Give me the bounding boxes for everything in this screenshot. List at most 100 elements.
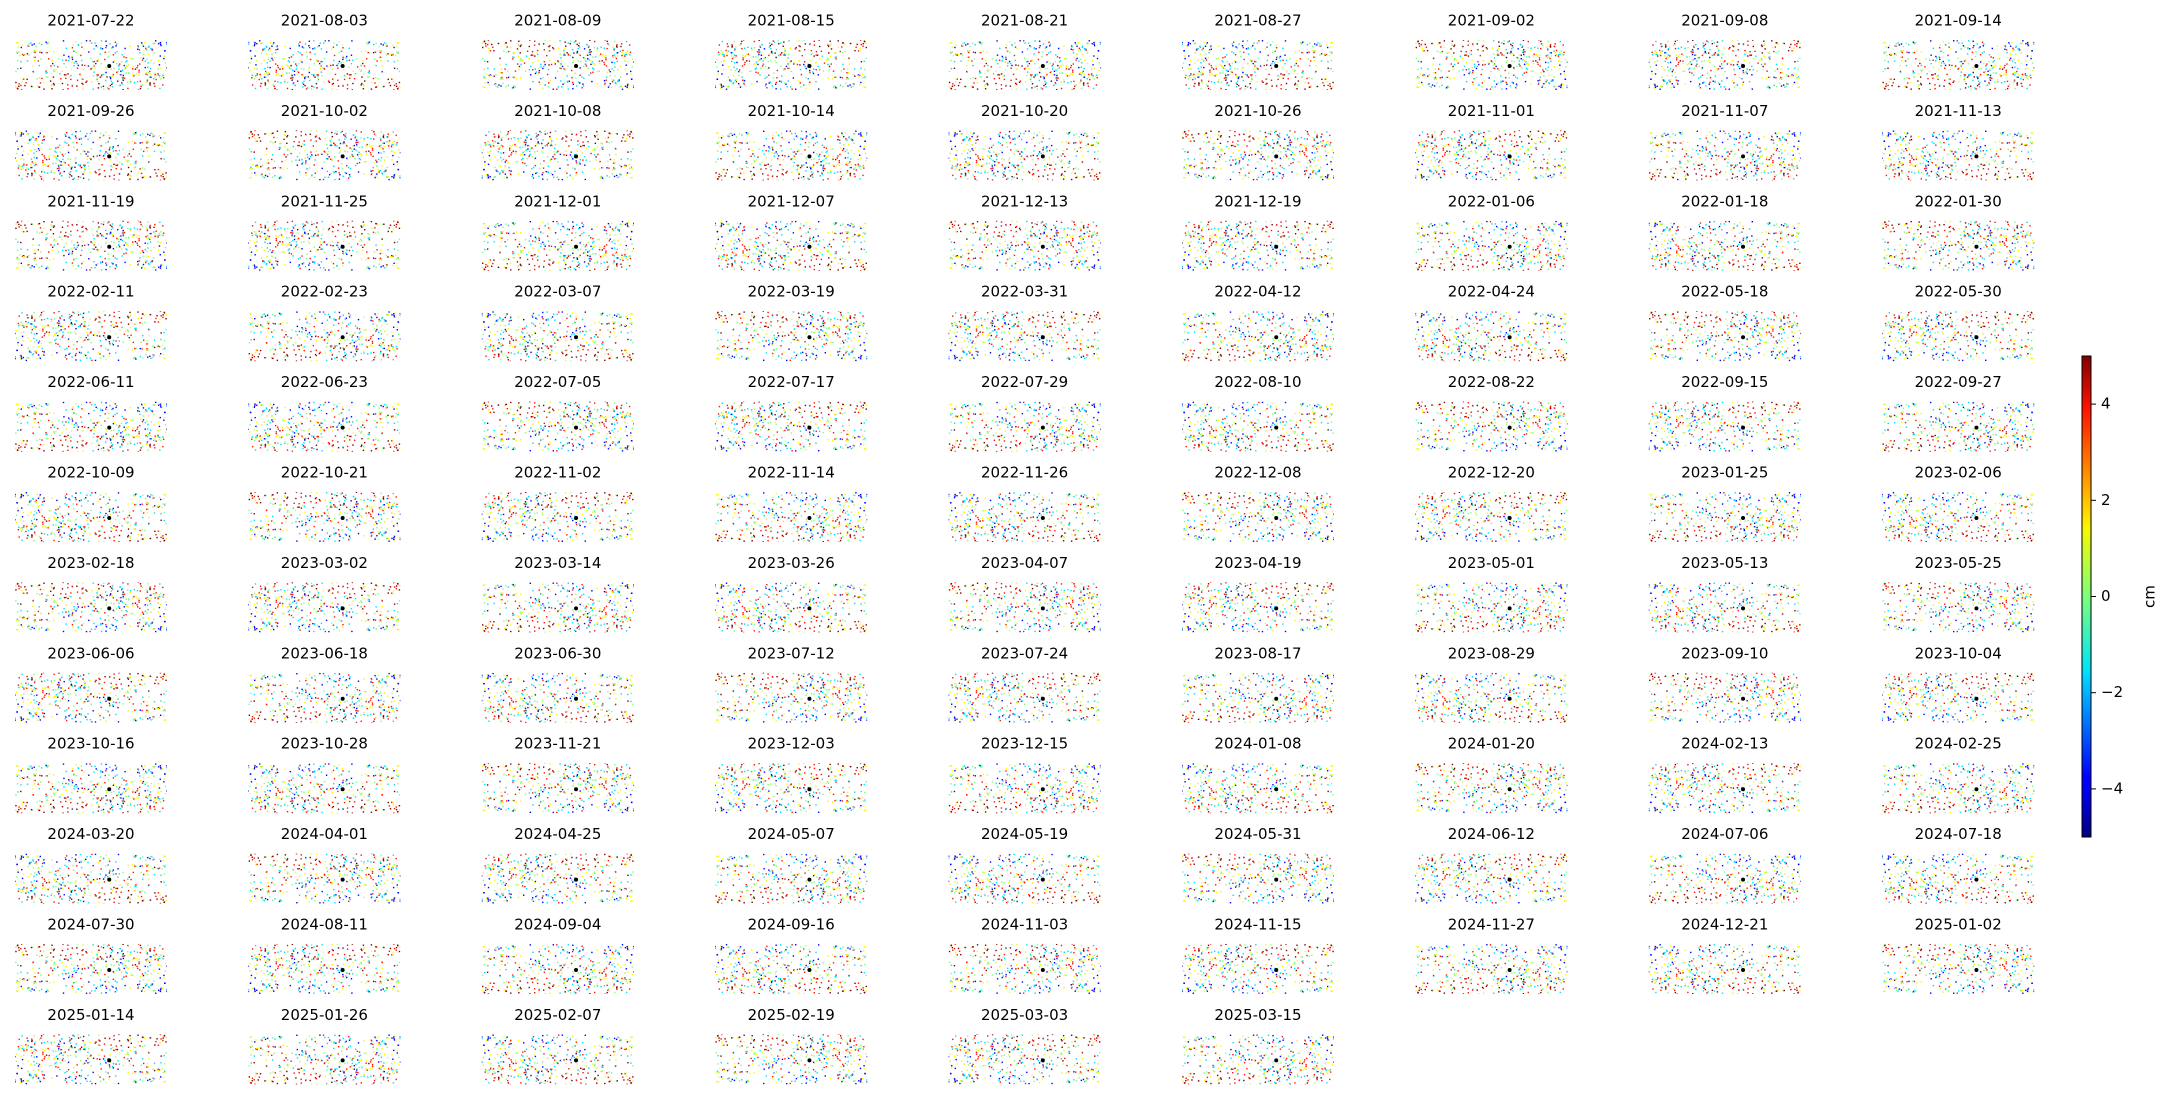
panel-title: 2022-11-02 bbox=[514, 464, 601, 482]
reference-point bbox=[1974, 606, 1979, 611]
reference-point bbox=[1040, 1058, 1045, 1063]
reference-point bbox=[107, 787, 112, 792]
reference-point bbox=[340, 154, 345, 159]
reference-point bbox=[1274, 606, 1279, 611]
displacement-map bbox=[715, 672, 868, 723]
reference-point bbox=[1741, 64, 1746, 68]
displacement-map bbox=[1648, 401, 1801, 452]
displacement-map bbox=[248, 401, 401, 452]
reference-point bbox=[340, 968, 345, 972]
displacement-map bbox=[1648, 582, 1801, 633]
reference-point bbox=[340, 787, 345, 792]
displacement-map bbox=[948, 492, 1101, 542]
displacement-map bbox=[248, 763, 401, 814]
reference-point bbox=[107, 968, 112, 972]
panel-title: 2024-02-13 bbox=[1681, 735, 1768, 753]
reference-point bbox=[1741, 244, 1746, 249]
reference-point bbox=[807, 606, 812, 611]
displacement-map bbox=[948, 1034, 1101, 1085]
displacement-map bbox=[15, 672, 167, 723]
displacement-map bbox=[1648, 672, 1801, 723]
displacement-map bbox=[1882, 220, 2035, 271]
panel-title: 2023-11-21 bbox=[514, 735, 601, 753]
reference-point bbox=[574, 877, 579, 882]
panel-title: 2022-05-18 bbox=[1681, 283, 1768, 301]
displacement-map bbox=[1182, 401, 1334, 452]
reference-point bbox=[1507, 606, 1512, 611]
reference-point bbox=[1274, 335, 1279, 340]
panel-title: 2024-07-18 bbox=[1915, 825, 2002, 843]
displacement-map bbox=[481, 853, 634, 904]
displacement-map bbox=[1882, 401, 2035, 452]
panel-title: 2023-10-04 bbox=[1915, 644, 2002, 662]
displacement-map bbox=[1882, 130, 2035, 181]
panel-title: 2022-07-29 bbox=[981, 373, 1068, 391]
panel-title: 2023-07-24 bbox=[981, 644, 1068, 662]
reference-point bbox=[1974, 425, 1979, 430]
displacement-map bbox=[1415, 672, 1568, 723]
displacement-map bbox=[1415, 763, 1568, 814]
reference-point bbox=[1741, 877, 1746, 882]
panel-title: 2021-09-26 bbox=[47, 102, 134, 120]
displacement-map bbox=[715, 40, 868, 90]
panel-title: 2022-08-22 bbox=[1448, 373, 1535, 391]
panel-title: 2022-06-11 bbox=[47, 373, 134, 391]
displacement-map bbox=[1882, 311, 2035, 362]
panel-title: 2021-11-07 bbox=[1681, 102, 1768, 120]
displacement-map bbox=[481, 763, 634, 814]
displacement-map bbox=[481, 1034, 634, 1085]
reference-point bbox=[574, 606, 579, 611]
panel-title: 2021-11-25 bbox=[281, 192, 368, 210]
panel-title: 2023-03-26 bbox=[748, 554, 835, 572]
panel-title: 2021-09-02 bbox=[1448, 12, 1535, 30]
displacement-map bbox=[481, 944, 634, 994]
displacement-map bbox=[1415, 944, 1568, 994]
displacement-map bbox=[248, 944, 401, 994]
panel-title: 2021-08-21 bbox=[981, 12, 1068, 30]
displacement-map bbox=[248, 1034, 401, 1085]
panel-title: 2024-05-31 bbox=[1214, 825, 1301, 843]
displacement-map bbox=[481, 220, 634, 271]
panel-title: 2024-07-06 bbox=[1681, 825, 1768, 843]
panel-title: 2022-03-31 bbox=[981, 283, 1068, 301]
panel-title: 2023-08-17 bbox=[1214, 644, 1301, 662]
reference-point bbox=[340, 335, 345, 340]
panel-title: 2022-10-21 bbox=[281, 464, 368, 482]
panel-title: 2024-11-15 bbox=[1214, 916, 1301, 934]
reference-point bbox=[1274, 1058, 1279, 1063]
displacement-map bbox=[715, 1034, 868, 1085]
panel-title: 2022-08-10 bbox=[1214, 373, 1301, 391]
reference-point bbox=[1741, 335, 1746, 340]
panel-title: 2022-02-11 bbox=[47, 283, 134, 301]
panel-title: 2021-07-22 bbox=[47, 12, 134, 30]
reference-point bbox=[107, 516, 112, 520]
displacement-map bbox=[1182, 492, 1334, 542]
displacement-map bbox=[948, 672, 1101, 723]
displacement-map bbox=[481, 672, 634, 723]
displacement-map bbox=[1415, 220, 1568, 271]
displacement-map bbox=[1882, 763, 2035, 814]
panel-title: 2022-07-05 bbox=[514, 373, 601, 391]
displacement-map bbox=[481, 492, 634, 542]
panel-title: 2022-11-26 bbox=[981, 464, 1068, 482]
panel-title: 2021-12-01 bbox=[514, 192, 601, 210]
reference-point bbox=[107, 877, 112, 882]
displacement-map bbox=[1182, 40, 1334, 90]
panel-title: 2021-10-08 bbox=[514, 102, 601, 120]
displacement-map bbox=[1882, 944, 2035, 994]
displacement-map bbox=[15, 130, 167, 181]
panel-title: 2024-12-21 bbox=[1681, 916, 1768, 934]
displacement-map bbox=[1882, 672, 2035, 723]
panel-title: 2023-03-02 bbox=[281, 554, 368, 572]
reference-point bbox=[807, 425, 812, 430]
displacement-map bbox=[481, 130, 634, 181]
displacement-map bbox=[1648, 944, 1801, 994]
displacement-map bbox=[248, 220, 401, 271]
colorbar bbox=[2081, 355, 2092, 838]
panel-title: 2022-11-14 bbox=[748, 464, 835, 482]
displacement-map bbox=[1882, 853, 2035, 904]
colorbar-tick-label: 4 bbox=[2101, 395, 2111, 413]
reference-point bbox=[574, 335, 579, 340]
displacement-map bbox=[15, 944, 167, 994]
